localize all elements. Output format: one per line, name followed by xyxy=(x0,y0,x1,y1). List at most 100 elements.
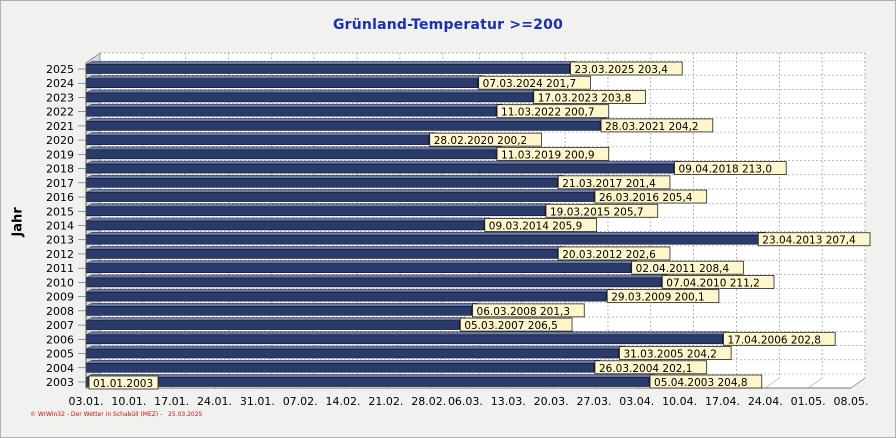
y-tick-label: 2008 xyxy=(46,305,74,318)
x-tick-label: 10.04. xyxy=(662,395,697,408)
annotation-box xyxy=(88,375,159,390)
data-label-box xyxy=(631,260,744,275)
data-label: 05.04.2003 204,8 xyxy=(654,377,748,389)
data-label: 28.02.2020 200,2 xyxy=(434,135,528,147)
y-tick-label: 2019 xyxy=(46,148,74,161)
x-tick-label: 10.01. xyxy=(111,395,146,408)
grid-line-floor xyxy=(765,377,780,389)
x-tick-label: 27.03. xyxy=(576,395,611,408)
data-label: 07.04.2010 211,2 xyxy=(666,277,760,289)
bar-top xyxy=(85,61,576,65)
data-label: 11.03.2022 200,7 xyxy=(501,107,595,119)
bar-top xyxy=(85,189,601,193)
data-label: 29.03.2009 200,1 xyxy=(611,292,705,304)
bar-2025 xyxy=(85,64,570,74)
x-tick-label: 03.01. xyxy=(69,395,104,408)
data-label-box xyxy=(606,289,720,304)
data-label-box xyxy=(600,118,714,133)
bar-2006 xyxy=(85,334,723,345)
data-label-box xyxy=(594,360,708,375)
data-label: 28.03.2021 204,2 xyxy=(605,121,699,133)
x-tick-label: 08.05. xyxy=(834,395,869,408)
y-tick-label: 2013 xyxy=(46,234,74,247)
data-label: 26.03.2004 202,1 xyxy=(599,363,693,375)
data-label-box xyxy=(594,189,708,204)
bar-2012 xyxy=(85,249,558,259)
x-tick-label: 31.01. xyxy=(240,395,275,408)
bar-top xyxy=(85,89,539,94)
bar-2005 xyxy=(85,348,619,359)
y-tick-label: 2010 xyxy=(46,276,74,289)
x-tick-label: 20.03. xyxy=(534,395,569,408)
data-label-box xyxy=(661,275,775,289)
floor-edge xyxy=(850,377,866,389)
data-label: 06.03.2008 201,3 xyxy=(477,306,571,318)
y-tick-label: 2017 xyxy=(46,177,74,190)
bar-top xyxy=(85,246,564,250)
bar-top xyxy=(85,288,613,293)
y-tick-label: 2023 xyxy=(46,91,74,104)
y-tick-label: 2016 xyxy=(46,191,74,204)
data-label-box xyxy=(570,61,683,76)
x-tick-label: 28.02. xyxy=(411,395,446,408)
bar-top xyxy=(85,231,766,236)
data-label: 19.03.2015 205,7 xyxy=(550,206,644,218)
bar-top xyxy=(85,360,601,364)
bar-2019 xyxy=(85,149,497,160)
data-label-box xyxy=(649,374,763,389)
y-tick-label: 2025 xyxy=(46,63,74,76)
bar-2013 xyxy=(85,234,760,245)
grid-line-floor xyxy=(807,377,823,389)
data-label: 17.04.2006 202,8 xyxy=(727,334,821,346)
x-tick-label: 03.04. xyxy=(619,395,654,408)
bar-2016 xyxy=(85,192,595,202)
data-label: 21.03.2017 201,4 xyxy=(562,178,656,190)
bar-2023 xyxy=(85,92,534,103)
bar-2008 xyxy=(85,306,472,316)
annotation-label: 01.01.2003 xyxy=(93,378,153,390)
bar-top xyxy=(85,118,607,122)
data-label-box xyxy=(484,218,597,232)
y-tick-label: 2014 xyxy=(46,220,74,233)
bar-top xyxy=(85,217,490,222)
bar-top xyxy=(85,345,625,350)
bar-2010 xyxy=(85,277,662,288)
data-label-box xyxy=(496,146,610,161)
x-tick-label: 24.01. xyxy=(197,395,232,408)
y-tick-label: 2009 xyxy=(46,291,74,304)
bar-2003 xyxy=(85,377,650,387)
data-label-box xyxy=(757,232,871,247)
bar-top xyxy=(85,274,668,279)
data-label-box xyxy=(429,132,542,147)
y-tick-label: 2012 xyxy=(46,248,74,261)
data-label-box xyxy=(674,161,787,175)
data-label-box xyxy=(472,303,585,318)
y-tick-label: 2005 xyxy=(46,348,74,361)
bar-2017 xyxy=(85,178,558,188)
data-label-box xyxy=(459,317,573,332)
y-tick-label: 2004 xyxy=(46,362,74,375)
y-tick-label: 2003 xyxy=(46,376,74,389)
bar-2015 xyxy=(85,206,546,217)
y-tick-label: 2022 xyxy=(46,106,74,119)
footer-copyright: © WrWin32 - Der Wetter in Schabüll (MEZ)… xyxy=(30,411,203,418)
bar-top xyxy=(85,303,478,307)
x-tick-label: 17.04. xyxy=(705,395,740,408)
data-label: 23.04.2013 207,4 xyxy=(762,235,856,247)
x-tick-label: 01.05. xyxy=(791,395,826,408)
y-tick-label: 2020 xyxy=(46,134,74,147)
bar-top xyxy=(85,331,729,336)
data-label: 17.03.2023 203,8 xyxy=(538,92,632,104)
y-tick-label: 2015 xyxy=(46,205,74,218)
data-label: 11.03.2019 200,9 xyxy=(501,149,595,161)
bar-2022 xyxy=(85,106,497,117)
bar-2018 xyxy=(85,163,674,174)
bar-top xyxy=(85,374,656,378)
y-tick-label: 2018 xyxy=(46,163,74,176)
bar-top xyxy=(85,260,637,264)
bar-top xyxy=(85,175,564,179)
y-tick-label: 2007 xyxy=(46,319,74,332)
bar-2007 xyxy=(85,320,460,330)
bar-2024 xyxy=(85,78,478,89)
